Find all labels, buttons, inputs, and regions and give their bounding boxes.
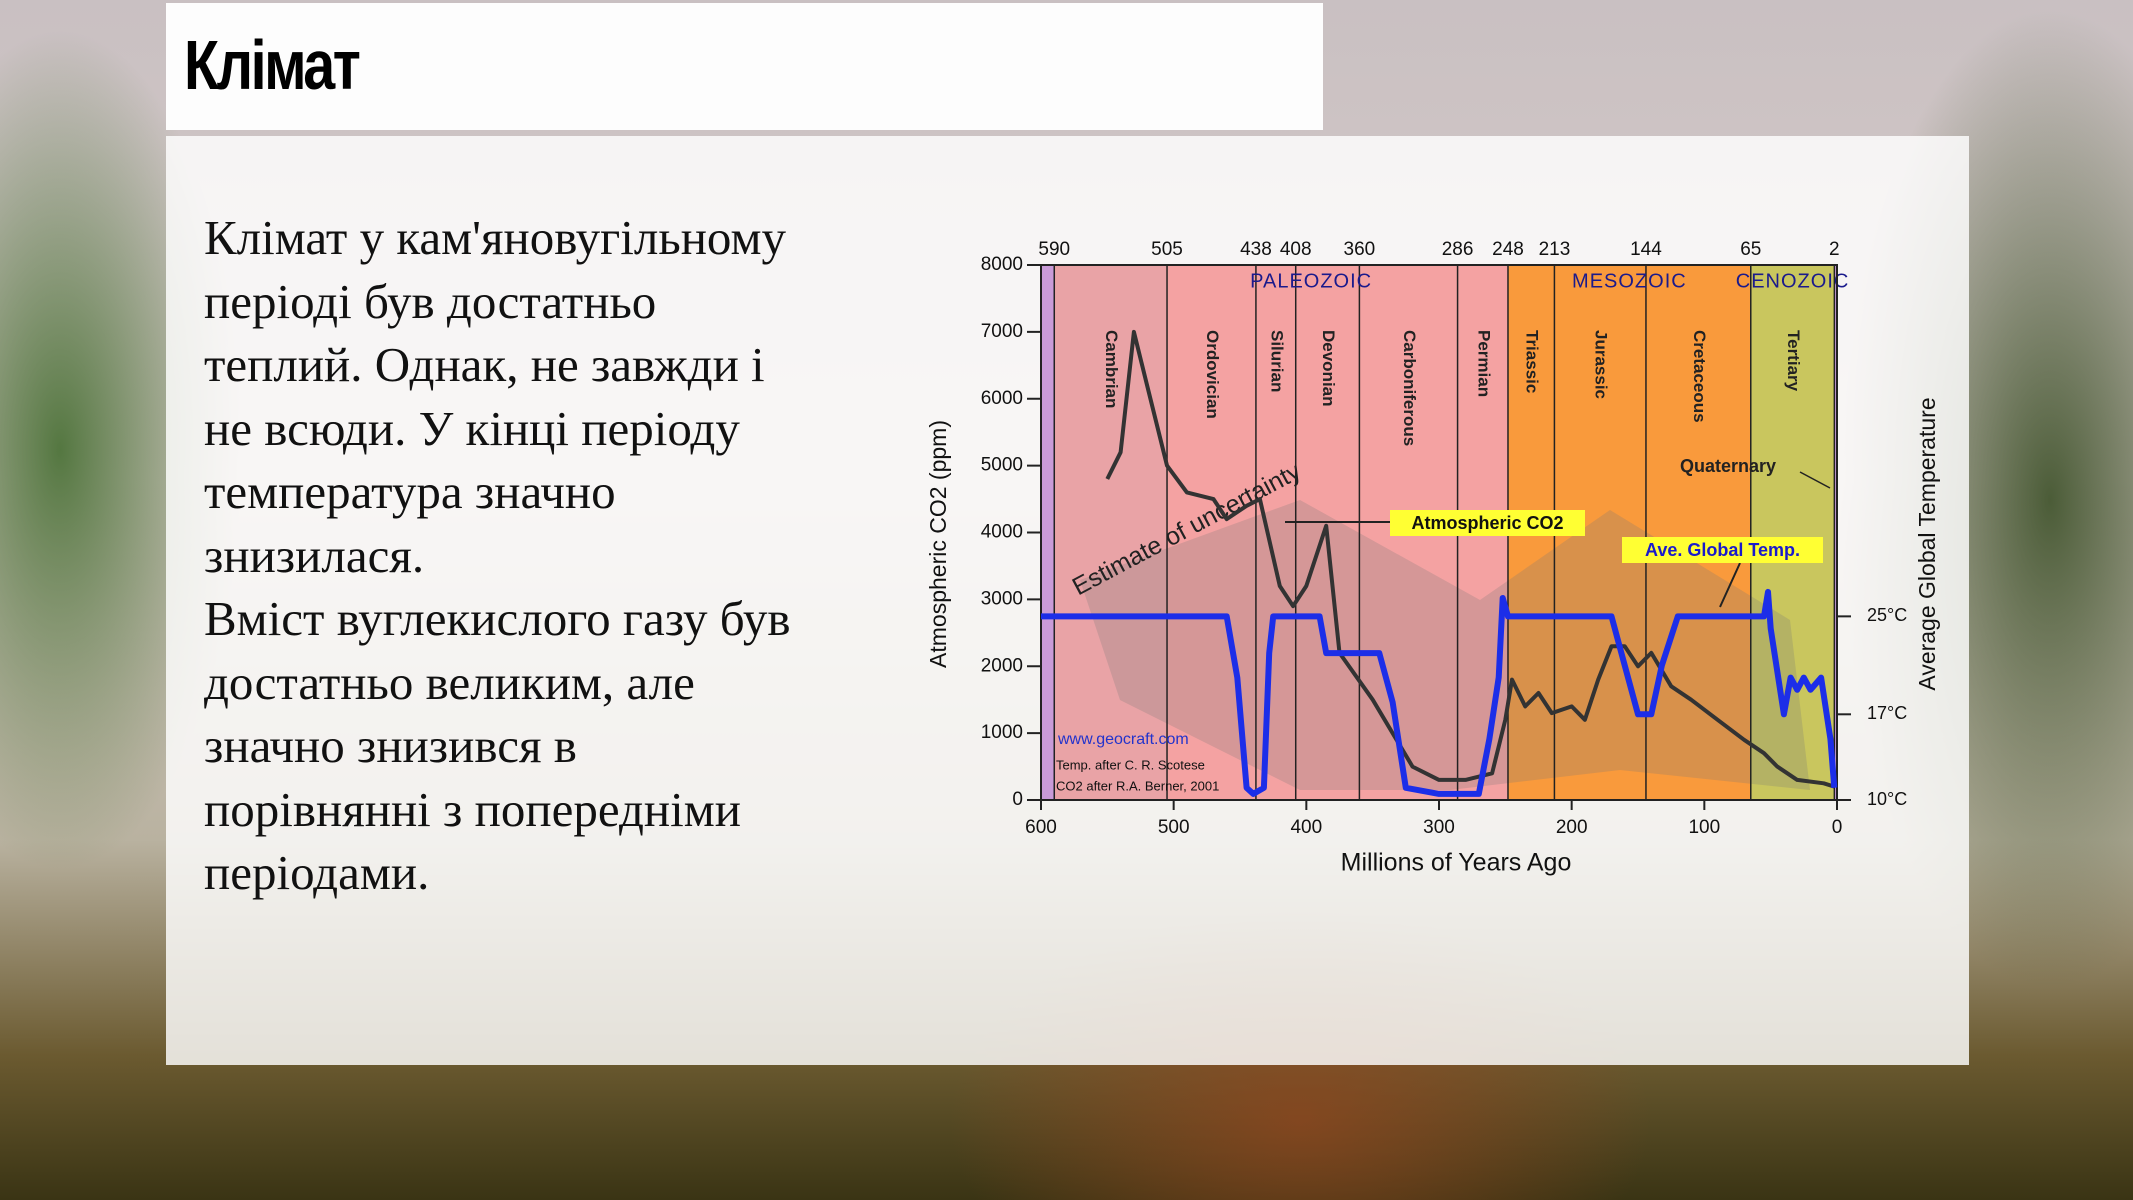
quaternary-arrow (1799, 471, 1831, 489)
y2-axis-label: Average Global Temperature (1914, 397, 1940, 690)
body-line: періоді був достатньо (204, 273, 657, 329)
legend-label: Ave. Global Temp. (1645, 540, 1800, 560)
x-tick-label: 0 (1832, 817, 1843, 838)
x-axis-label: Millions of Years Ago (1341, 849, 1572, 877)
body-line: теплий. Однак, не завжди і (204, 337, 765, 392)
period-label: Tertiary (1784, 330, 1803, 392)
x-tick-label: 500 (1158, 817, 1190, 838)
top-tick-label: 438 (1240, 239, 1272, 260)
x-tick-label: 100 (1688, 817, 1720, 838)
top-tick-label: 213 (1539, 239, 1571, 260)
uncertainty-band (1080, 500, 1810, 790)
co2-source: CO2 after R.A. Berner, 2001 (1056, 778, 1219, 793)
y2-tick-label: 25°C (1867, 605, 1907, 625)
era-label: CENOZOIC (1736, 270, 1850, 292)
top-tick-label: 408 (1280, 239, 1312, 260)
series-line (1041, 588, 1838, 797)
body-line: знизилася. (204, 527, 425, 583)
period-band (1750, 265, 1835, 800)
body-text: Клімат у кам'яновугільному періоді був до… (204, 206, 790, 905)
y-tick-label: 6000 (981, 388, 1023, 409)
legend-box (1390, 510, 1585, 536)
series-line (1105, 329, 1835, 789)
era-label: MESOZOIC (1572, 270, 1687, 292)
y-tick-label: 2000 (981, 655, 1023, 676)
body-line: Вміст вуглекислого газу був (204, 591, 791, 646)
period-band (1645, 265, 1751, 800)
top-tick-label: 590 (1038, 239, 1070, 260)
top-tick-label: 360 (1344, 239, 1376, 260)
title-box: Клімат (166, 3, 1323, 130)
y-tick-label: 5000 (981, 455, 1023, 476)
y2-tick-label: 10°C (1867, 789, 1907, 809)
top-tick-label: 505 (1151, 239, 1183, 260)
period-band (1054, 265, 1168, 800)
top-tick-label: 144 (1630, 239, 1662, 260)
body-line: значно знизився в (204, 718, 577, 773)
top-tick-label: 2 (1829, 239, 1840, 260)
period-label: Permian (1474, 330, 1493, 397)
y2-tick-label: 17°C (1867, 703, 1907, 723)
top-tick-label: 65 (1740, 239, 1761, 260)
body-line: періодами. (204, 845, 430, 900)
period-label: Cretaceous (1690, 330, 1709, 423)
y-tick-label: 3000 (981, 588, 1023, 609)
era-label: PALEOZOIC (1250, 270, 1372, 292)
y-tick-label: 8000 (981, 254, 1023, 275)
period-label: Devonian (1319, 330, 1338, 407)
body-line: температура значно (204, 464, 616, 519)
x-tick-label: 600 (1025, 817, 1057, 838)
top-tick-label: 248 (1492, 239, 1524, 260)
body-line: Клімат у кам'яновугільному (204, 210, 786, 265)
temp-source: Temp. after C. R. Scotese (1056, 757, 1205, 772)
y-tick-label: 7000 (981, 321, 1023, 342)
period-label: Cambrian (1102, 330, 1121, 408)
x-tick-label: 200 (1556, 817, 1588, 838)
quaternary-label: Quaternary (1680, 456, 1776, 476)
y-tick-label: 4000 (981, 522, 1023, 543)
y-tick-label: 0 (1012, 789, 1023, 810)
source-url: www.geocraft.com (1057, 731, 1189, 748)
period-band (1255, 265, 1296, 800)
period-label: Carboniferous (1400, 330, 1419, 446)
x-tick-label: 400 (1290, 817, 1322, 838)
legend-label: Atmospheric CO2 (1411, 513, 1563, 533)
legend-box (1622, 537, 1823, 563)
body-line: достатньо великим, але (204, 654, 695, 710)
period-label: Ordovician (1203, 330, 1222, 419)
callout-arrow (1719, 562, 1741, 608)
y-axis-label: Atmospheric CO2 (ppm) (925, 420, 951, 668)
x-tick-label: 300 (1423, 817, 1455, 838)
y-tick-label: 1000 (981, 722, 1023, 743)
period-label: Triassic (1523, 330, 1542, 393)
top-tick-label: 286 (1442, 239, 1474, 260)
body-line: порівнянні з попередніми (204, 781, 741, 837)
period-label: Silurian (1267, 330, 1286, 392)
period-label: Jurassic (1592, 330, 1611, 399)
body-line: не всюди. У кінці періоду (204, 400, 740, 456)
slide-title: Клімат (184, 26, 361, 104)
